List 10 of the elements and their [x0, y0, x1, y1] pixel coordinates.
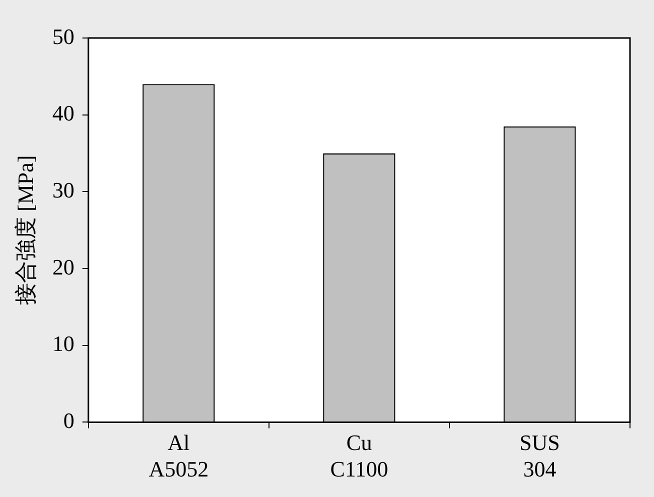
y-tick-label: 30 [52, 177, 74, 202]
y-axis-title: 接合強度 [MPa] [12, 155, 38, 305]
y-tick-label: 10 [52, 331, 74, 356]
y-tick-label: 40 [52, 100, 74, 126]
y-tick-label: 20 [52, 254, 74, 280]
y-tick-label: 50 [52, 24, 74, 49]
x-tick-label: SUS 304 [520, 430, 560, 482]
y-tick-label: 0 [63, 408, 74, 433]
x-tick-label: Cu C1100 [330, 430, 388, 482]
x-tick-label: Al A5052 [148, 430, 209, 482]
